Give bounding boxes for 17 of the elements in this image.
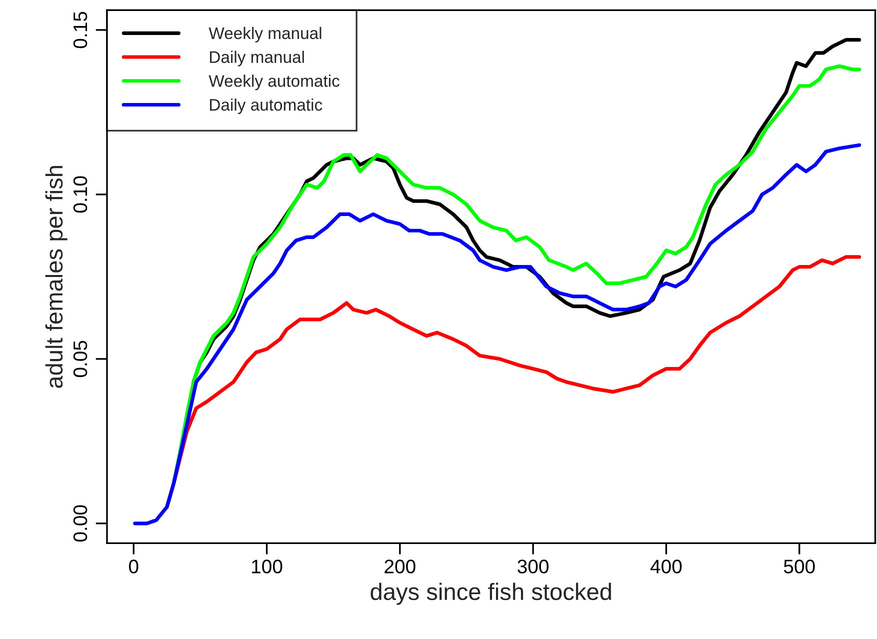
legend-label: Weekly manual: [208, 26, 322, 42]
y-tick-label: 0.00: [73, 505, 88, 542]
x-tick-label: 100: [252, 560, 282, 574]
legend-label: Daily automatic: [210, 98, 322, 114]
legend-label: Weekly automatic: [208, 74, 340, 90]
legend-label: Daily manual: [210, 50, 304, 66]
x-axis-title: days since fish stocked: [370, 582, 611, 605]
x-tick-label: 200: [384, 560, 416, 574]
x-tick-label: 300: [518, 560, 549, 574]
x-tick-label: 400: [650, 560, 682, 574]
x-tick-label: 0: [128, 560, 138, 574]
y-tick-label: 0.05: [73, 340, 88, 378]
y-tick-label: 0.10: [73, 176, 88, 213]
y-tick-label: 0.15: [73, 12, 88, 48]
y-axis-title: adult females per fish: [45, 166, 68, 388]
x-tick-label: 500: [784, 560, 815, 574]
line-series: [133, 143, 862, 526]
